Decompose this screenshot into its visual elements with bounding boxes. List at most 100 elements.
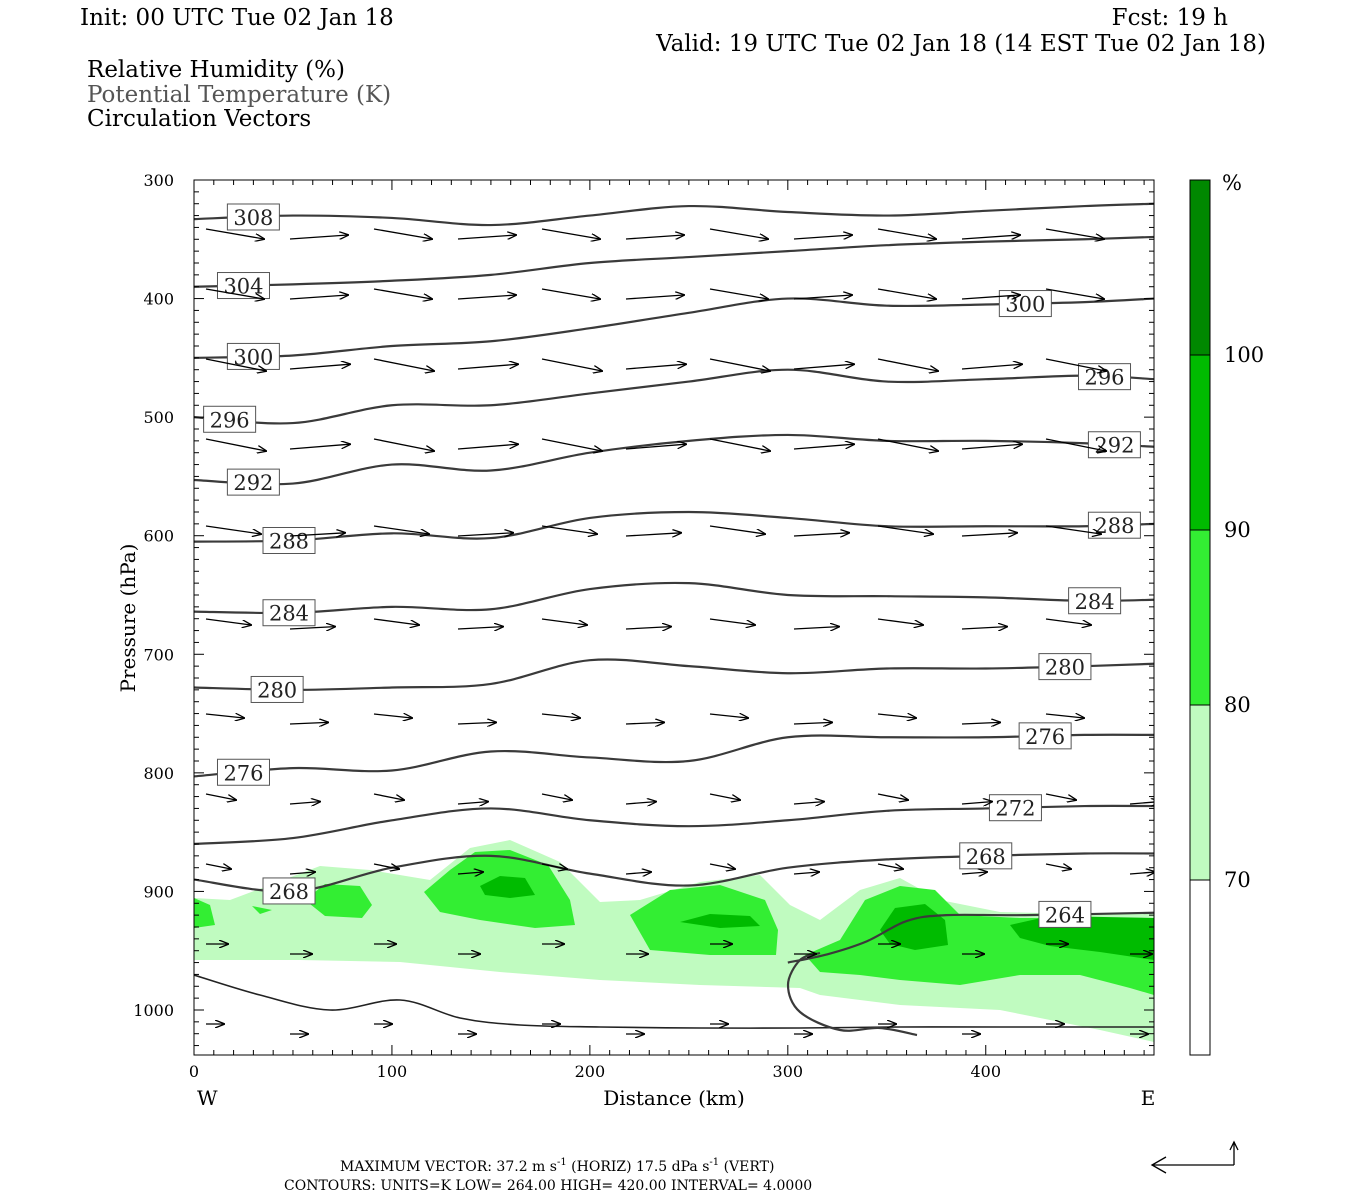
colorbar-bin-70-80: [1190, 705, 1210, 880]
wind-vector: [457, 802, 488, 804]
theta-label: 292: [233, 471, 273, 495]
wind-vector: [541, 618, 587, 625]
wind-vector: [541, 288, 600, 299]
wind-vector: [457, 722, 496, 724]
wind-vector: [373, 438, 434, 451]
theta-label: 280: [1045, 656, 1085, 680]
theta-label-box: [1068, 587, 1122, 615]
wind-vector: [1045, 228, 1104, 239]
east-label: E: [1141, 1086, 1156, 1110]
wind-vector: [625, 364, 686, 370]
theta-label-box: [203, 405, 257, 433]
wind-vector: [1045, 525, 1101, 534]
colorbar-bin-above-100: [1190, 180, 1210, 355]
wind-vector: [793, 872, 819, 874]
wind-vector: [1045, 793, 1076, 800]
wind-vector: [1045, 714, 1084, 718]
theta-label-box: [216, 758, 270, 786]
theta-label-box: [262, 877, 316, 905]
wind-vector: [961, 295, 1020, 300]
theta-label-box: [1018, 722, 1072, 750]
wind-vector: [961, 802, 992, 804]
wind-vector: [877, 793, 908, 800]
contour-info: CONTOURS: UNITS=K LOW= 264.00 HIGH= 420.…: [284, 1178, 812, 1194]
wind-vector: [709, 618, 755, 625]
y-tick-label: 900: [143, 882, 174, 901]
rh-band-90-100: [480, 876, 535, 898]
valid-time: Valid: 19 UTC Tue 02 Jan 18 (14 EST Tue …: [655, 31, 1266, 57]
y-tick-label: 400: [143, 290, 174, 309]
wind-vector: [457, 444, 518, 450]
theta-label-box: [988, 794, 1042, 822]
wind-vector: [793, 235, 852, 240]
theta-label-box: [226, 203, 280, 231]
wind-vector: [373, 358, 434, 371]
wind-vector: [289, 235, 348, 240]
theta-label-box: [262, 599, 316, 627]
wind-vector: [457, 872, 483, 874]
y-tick-label: 800: [143, 764, 174, 783]
circulation-vectors: [205, 228, 1154, 1034]
wind-vector: [625, 444, 686, 450]
field-rh: Relative Humidity (%): [87, 57, 345, 83]
wind-vector: [793, 627, 839, 629]
theta-label-box: [226, 468, 280, 496]
theta-contour-near-surface: [194, 974, 1154, 1029]
theta-contour-292: [194, 433, 1154, 486]
theta-label-box: [1038, 900, 1092, 928]
x-tick-label: 300: [773, 1062, 804, 1081]
x-tick-label: 100: [377, 1062, 408, 1081]
colorbar-unit: %: [1222, 171, 1242, 195]
wind-vector: [625, 872, 651, 874]
wind-vector: [877, 525, 933, 534]
y-axis-title: Pressure (hPa): [116, 544, 140, 693]
theta-label: 272: [995, 797, 1035, 821]
wind-vector: [541, 714, 580, 718]
theta-label-box: [1038, 653, 1092, 681]
wind-vector: [1129, 872, 1154, 874]
colorbar-tick-80: 80: [1224, 693, 1251, 717]
wind-vector: [289, 364, 350, 370]
wind-vector: [877, 228, 936, 239]
max-vector-note: MAXIMUM VECTOR: 37.2 m s-1 (HORIZ) 17.5 …: [340, 1157, 774, 1175]
wind-vector: [205, 525, 261, 534]
x-tick-label: 0: [189, 1062, 199, 1081]
theta-label: 264: [1045, 903, 1085, 927]
wind-vector: [877, 288, 936, 299]
y-tick-label: 500: [143, 408, 174, 427]
theta-label-box: [959, 842, 1013, 870]
theta-label: 268: [269, 880, 309, 904]
wind-vector: [961, 533, 1017, 536]
wind-vector: [709, 864, 735, 869]
wind-vector: [1045, 864, 1071, 869]
wind-vector: [877, 864, 903, 869]
theta-label: 284: [269, 602, 309, 626]
wind-vector: [625, 802, 656, 804]
wind-vector: [205, 714, 244, 718]
colorbar: % 100 90 80 70: [1189, 171, 1264, 1056]
wind-vector: [961, 444, 1022, 450]
wind-vector: [289, 627, 335, 629]
wind-vector: [877, 358, 938, 371]
wind-vector: [289, 533, 345, 536]
wind-vector: [961, 872, 987, 874]
wind-vector: [541, 525, 597, 534]
rh-band-80-90: [194, 898, 215, 928]
wind-vector: [877, 438, 938, 451]
wind-vector: [709, 525, 765, 534]
wind-vector: [793, 295, 852, 300]
y-tick-label: 600: [143, 527, 174, 546]
wind-vector: [205, 864, 231, 869]
wind-vector: [541, 358, 602, 371]
colorbar-tick-90: 90: [1224, 518, 1251, 542]
wind-vector: [373, 525, 429, 534]
wind-vector: [709, 228, 768, 239]
wind-vector: [793, 722, 832, 724]
wind-vector: [709, 288, 768, 299]
wind-vector: [961, 627, 1007, 629]
wind-vector: [541, 438, 602, 451]
colorbar-bin-below-70: [1190, 880, 1210, 1055]
rh-shading: [194, 840, 1154, 1042]
colorbar-tick-100: 100: [1224, 343, 1264, 367]
